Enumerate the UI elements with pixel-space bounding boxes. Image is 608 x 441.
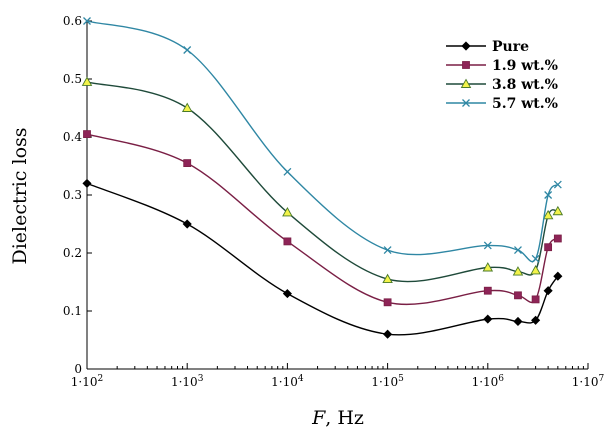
y-tick-label: 0.1 — [63, 304, 82, 318]
series-line — [86, 20, 559, 263]
x-tick-label: 1·107 — [572, 374, 605, 389]
series-3 — [81, 76, 564, 284]
legend-marker — [460, 78, 472, 88]
data-point — [283, 237, 292, 246]
data-point — [382, 273, 393, 284]
data-point — [83, 130, 91, 139]
legend: Pure 1.9 wt.% 3.8 wt.% 5.7 wt.% — [446, 39, 558, 112]
y-tick-label: 0.2 — [63, 246, 82, 260]
data-point — [282, 289, 292, 299]
y-tick-label: 0.3 — [63, 188, 82, 202]
data-point — [544, 243, 553, 252]
series-2 — [83, 130, 562, 307]
legend-label: 3.8 wt.% — [492, 77, 558, 93]
legend-label: 5.7 wt.% — [492, 96, 558, 112]
data-point — [483, 241, 492, 250]
data-point — [544, 191, 553, 199]
data-point — [183, 159, 192, 168]
data-point — [531, 254, 540, 263]
legend-marker — [462, 99, 470, 107]
data-point — [552, 205, 564, 216]
axes: 0 0.1 0.2 0.3 0.4 0.5 0.6 1·102 1·103 1·104 1·105 1… — [63, 14, 605, 389]
series-line — [86, 133, 559, 306]
legend-entry: 1.9 wt.% — [446, 58, 558, 74]
series-1 — [82, 178, 563, 339]
data-point — [530, 264, 541, 275]
data-point — [553, 180, 562, 189]
x-tick-label: 1·103 — [171, 374, 204, 389]
x-tick-label: 1·104 — [271, 374, 304, 389]
y-axis-title: Dielectric loss — [9, 127, 31, 264]
data-point — [282, 206, 293, 217]
x-tick-label: 1·106 — [472, 374, 505, 389]
series-line — [86, 182, 559, 336]
data-point — [531, 295, 540, 304]
legend-marker — [461, 41, 471, 51]
data-point — [531, 315, 541, 325]
y-tick-label: 0 — [74, 362, 82, 376]
data-point — [482, 262, 494, 272]
legend-label: 1.9 wt.% — [492, 58, 558, 74]
data-point — [383, 329, 393, 339]
series-layer — [81, 17, 564, 339]
legend-label: Pure — [492, 39, 529, 55]
series-line — [86, 81, 559, 283]
legend-entry: Pure — [446, 39, 529, 55]
data-point — [483, 314, 493, 324]
legend-entry: 5.7 wt.% — [446, 96, 558, 112]
data-point — [82, 178, 92, 188]
data-point — [543, 286, 553, 296]
data-point — [514, 246, 522, 255]
data-point — [514, 291, 522, 300]
x-axis-variable: F — [311, 407, 326, 429]
y-tick-label: 0.4 — [63, 130, 82, 144]
data-point — [181, 102, 193, 112]
data-point — [81, 76, 93, 86]
data-point — [383, 298, 392, 307]
y-tick-label: 0.6 — [63, 14, 82, 28]
x-tick-label: 1·105 — [371, 374, 404, 389]
data-point — [553, 271, 563, 281]
data-point — [542, 209, 554, 220]
data-point — [483, 286, 492, 295]
x-axis-unit: , Hz — [325, 407, 364, 429]
data-point — [182, 219, 192, 229]
series-4 — [83, 17, 562, 263]
data-point — [512, 266, 524, 276]
data-point — [383, 246, 392, 255]
data-point — [553, 234, 562, 243]
data-point — [83, 17, 91, 25]
data-point — [283, 167, 292, 176]
legend-marker — [462, 61, 470, 69]
y-tick-label: 0.5 — [63, 72, 82, 86]
legend-entry: 3.8 wt.% — [446, 77, 558, 93]
data-point — [513, 316, 523, 327]
x-axis-title: F, Hz — [311, 407, 364, 429]
data-point — [183, 46, 192, 54]
x-tick-label: 1·102 — [71, 374, 103, 389]
